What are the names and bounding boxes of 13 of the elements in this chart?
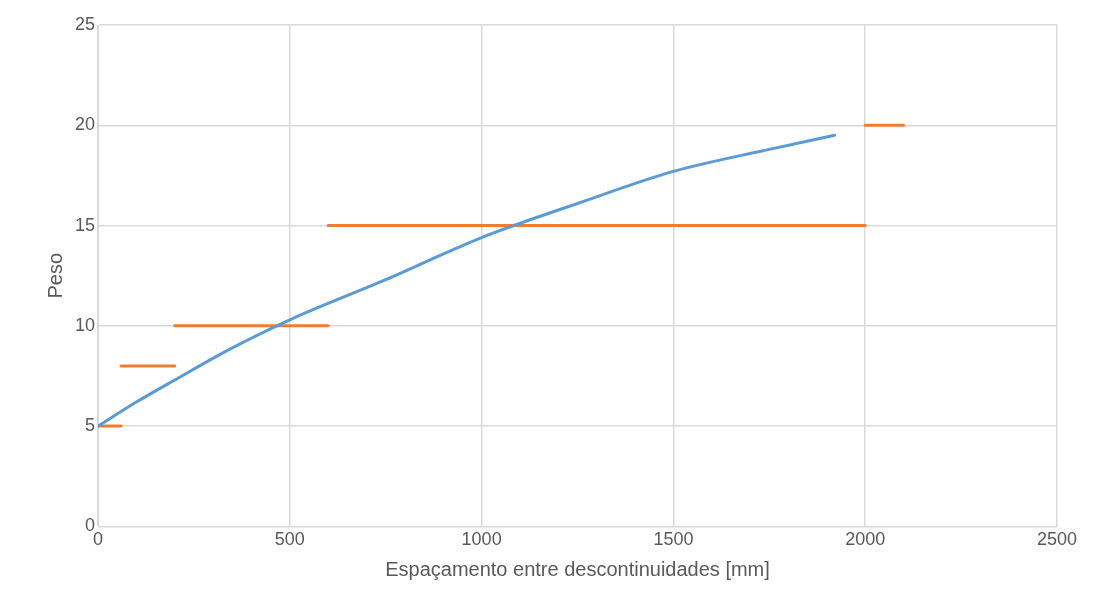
x-tick-label: 1500 <box>653 529 694 550</box>
y-axis-title: Peso <box>43 252 66 299</box>
y-tick-label: 25 <box>74 13 96 34</box>
x-axis-title: Espaçamento entre descontinuidades [mm] <box>385 557 770 580</box>
x-tick-label: 1000 <box>461 529 502 550</box>
line-series <box>98 133 837 428</box>
y-tick-label: 5 <box>85 415 96 436</box>
x-tick-label: 500 <box>274 529 305 550</box>
y-tick-label: 15 <box>74 214 96 235</box>
x-tick-label: 2000 <box>845 529 886 550</box>
y-tick-label: 10 <box>74 314 96 335</box>
x-tick-label: 2500 <box>1036 529 1078 550</box>
y-tick-label: 20 <box>74 114 96 135</box>
